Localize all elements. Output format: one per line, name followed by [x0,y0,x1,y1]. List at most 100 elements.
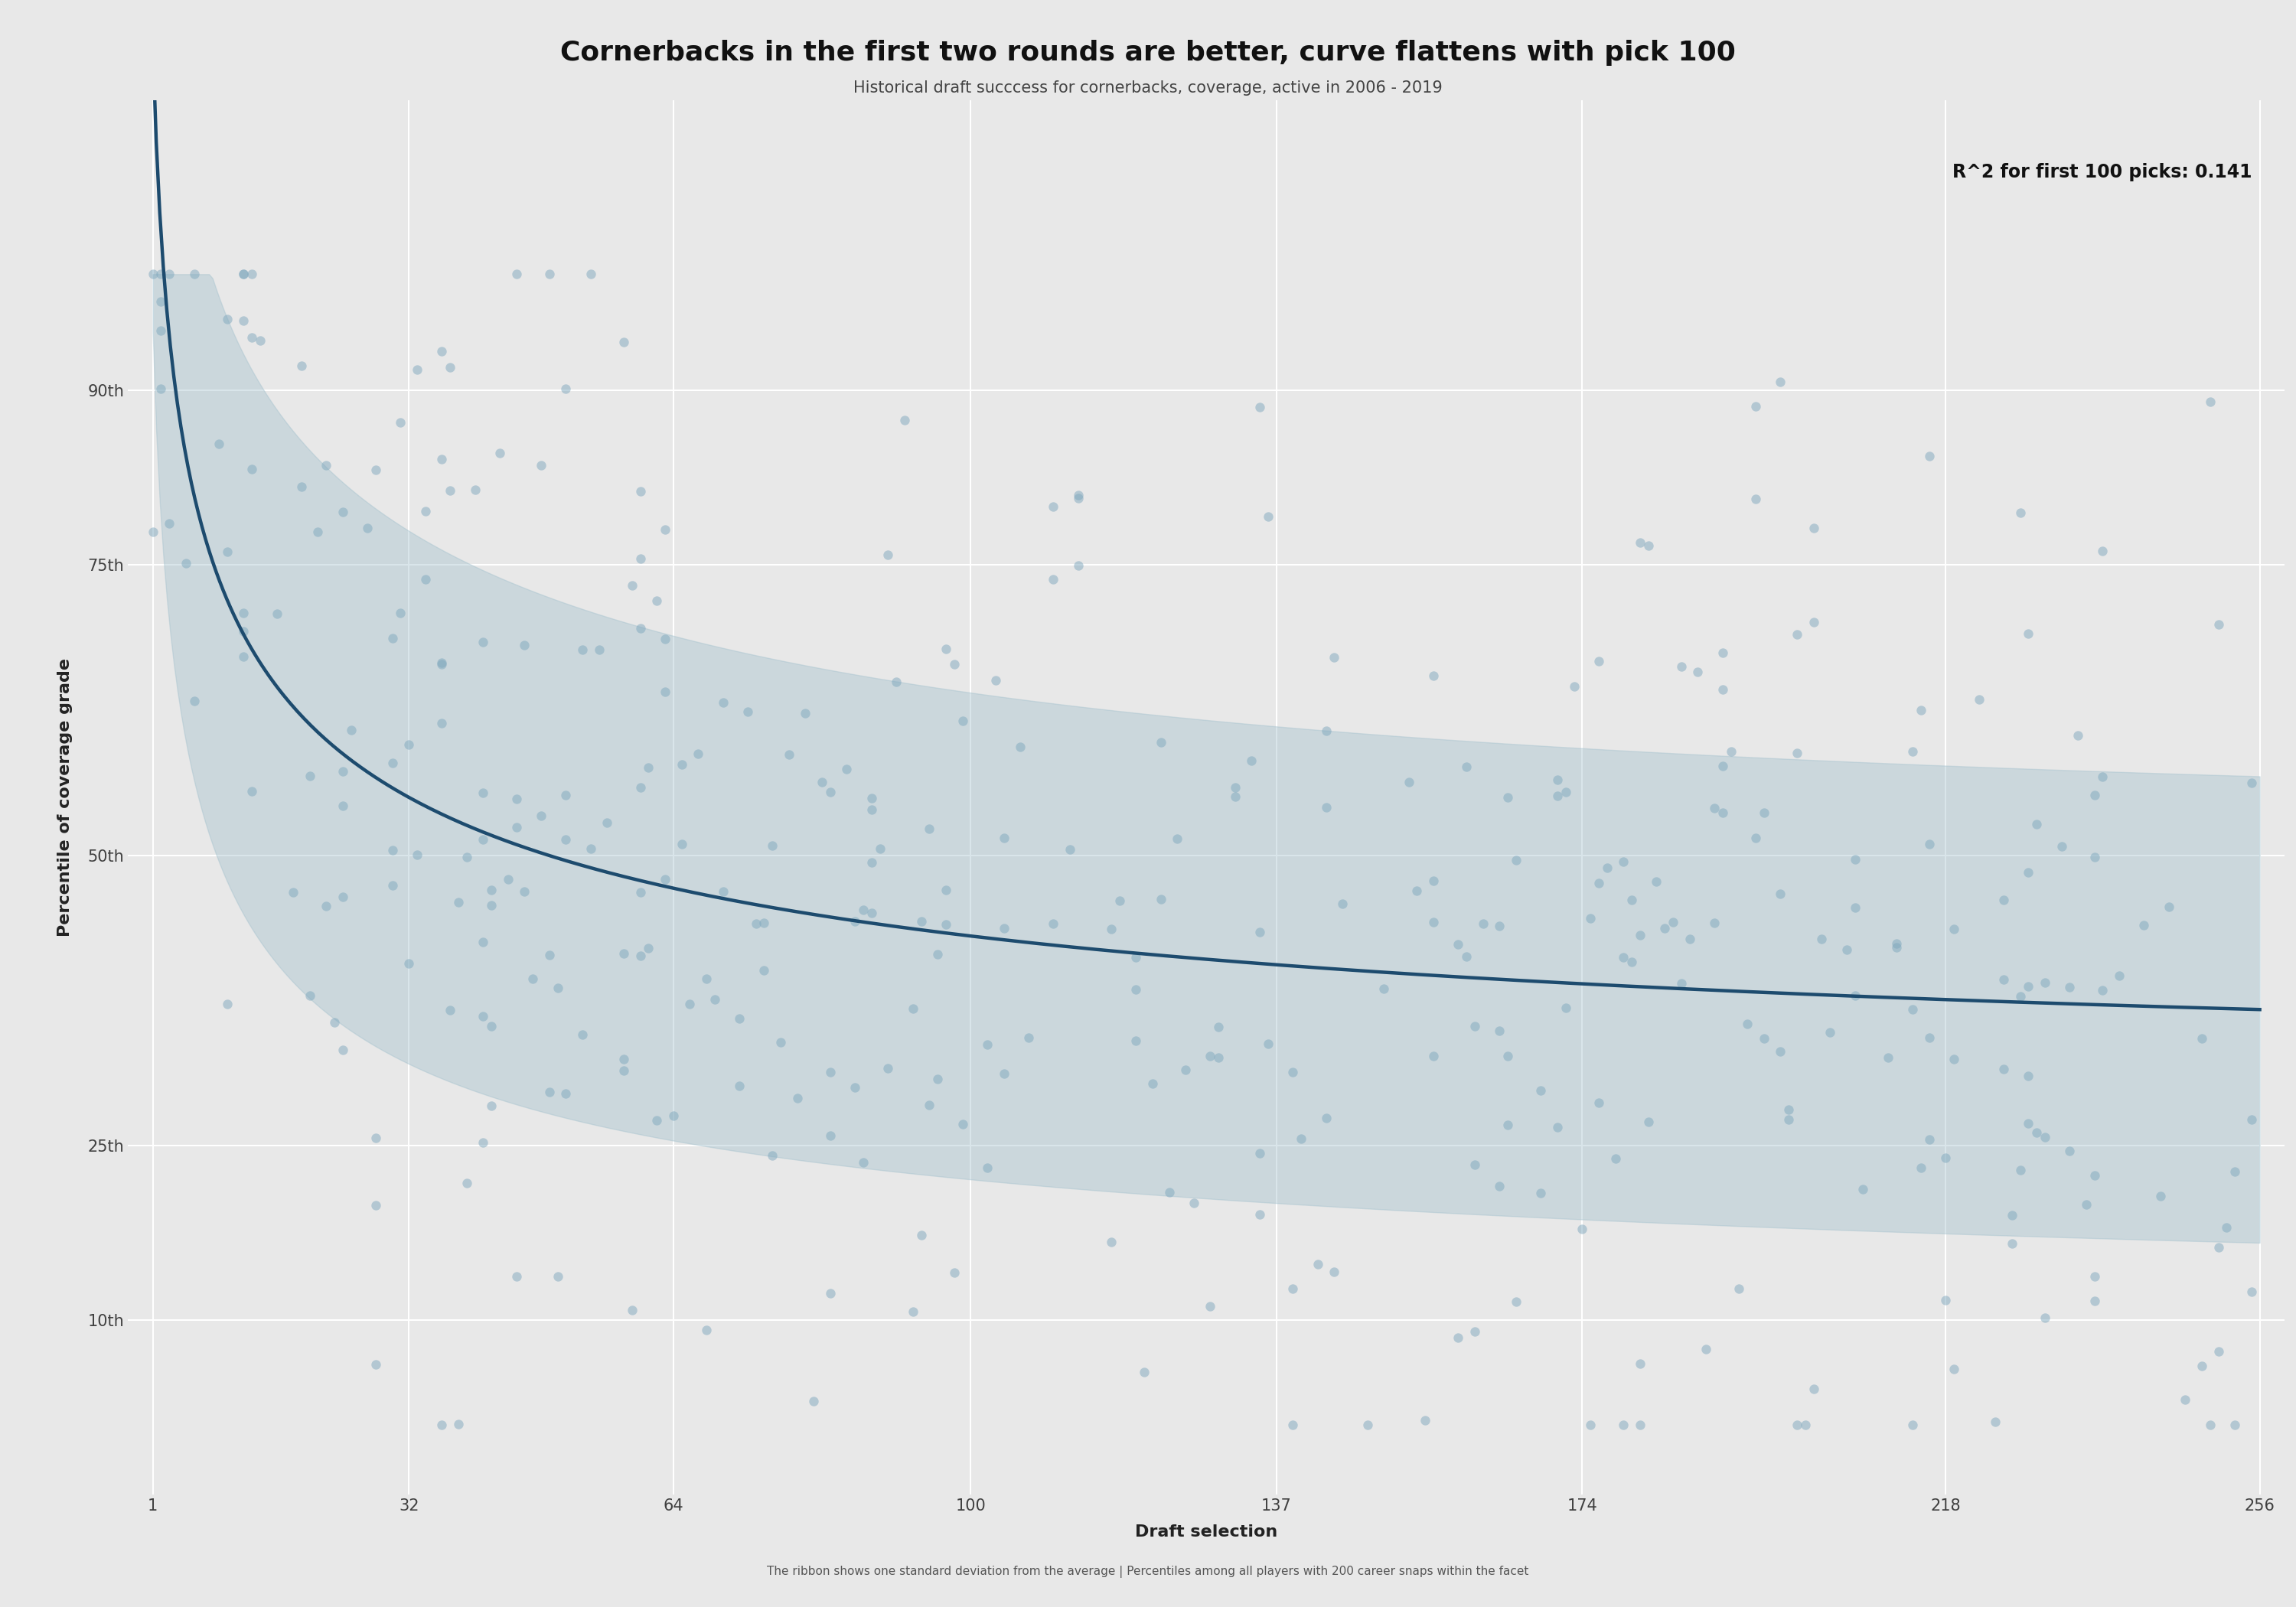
Point [737,911,774,937]
Point [895,1298,932,1324]
Point [1621,922,1658,948]
Point [381,599,418,625]
Point [622,943,659,969]
Point [813,779,850,805]
Point [813,1059,850,1085]
Point [1936,1046,1972,1072]
Point [489,866,526,892]
Point [225,262,262,288]
Point [2142,1183,2179,1208]
Point [135,519,172,545]
Point [813,1123,850,1149]
Point [473,1014,510,1040]
Point [2069,1192,2105,1218]
Point [1795,609,1832,635]
Point [2009,1110,2046,1136]
Point [142,262,179,288]
Point [1309,1106,1345,1131]
Point [381,410,418,435]
Point [1035,566,1072,591]
Point [647,516,684,542]
Point [464,781,501,807]
Point [1176,1191,1212,1216]
Point [1630,1109,1667,1135]
Point [705,879,742,905]
Point [1242,919,1279,945]
Point [854,797,891,823]
Point [1159,826,1196,852]
Point [464,630,501,656]
Point [622,546,659,572]
Point [292,982,328,1008]
Point [441,889,478,914]
Point [1490,1043,1527,1069]
Point [1894,996,1931,1022]
Point [514,966,551,992]
Point [1143,730,1180,755]
Point [1102,887,1139,913]
Point [2076,783,2112,808]
Point [788,701,824,726]
Point [1274,1411,1311,1437]
Point [1300,1252,1336,1278]
Point [1201,1045,1238,1070]
Point [771,742,808,768]
Point [1761,1038,1798,1064]
Point [473,892,510,918]
Point [1614,887,1651,913]
Point [1605,945,1642,971]
X-axis label: Draft selection: Draft selection [1134,1523,1277,1540]
Point [1580,1090,1616,1115]
Point [448,1170,484,1196]
Point [1350,1411,1387,1437]
Point [1605,1411,1642,1437]
Point [1217,784,1254,810]
Point [546,1080,583,1106]
Point [1688,1337,1724,1363]
Point [390,731,427,757]
Point [1391,770,1428,795]
Point [1779,1411,1816,1437]
Point [1720,1276,1756,1302]
Point [902,908,939,934]
Point [482,440,519,466]
Point [308,893,344,919]
Point [778,1085,815,1110]
Point [324,1037,360,1062]
Point [152,511,188,537]
Point [928,877,964,903]
Point [928,636,964,662]
Point [1637,869,1674,895]
Point [1926,1146,1963,1172]
Point [985,826,1022,852]
Point [877,669,914,694]
Point [2002,1157,2039,1183]
Point [2043,832,2080,858]
Point [2076,1163,2112,1189]
Point [647,678,684,704]
Point [1993,1231,2030,1257]
Point [918,1067,955,1093]
Point [142,376,179,402]
Point [689,1318,726,1343]
Point [1878,935,1915,961]
Point [969,1032,1006,1057]
Point [1449,943,1486,969]
Point [1456,1012,1492,1038]
Point [928,911,964,937]
Point [1828,937,1864,963]
Point [1910,444,1947,469]
Text: Cornerbacks in the first two rounds are better, curve flattens with pick 100: Cornerbacks in the first two rounds are … [560,40,1736,66]
Point [1605,848,1642,874]
Point [1538,767,1575,792]
Point [298,519,335,545]
Point [696,987,732,1012]
Point [422,710,459,736]
Point [2234,1279,2271,1305]
Point [1456,1319,1492,1345]
Point [937,1260,974,1286]
Point [282,474,319,500]
Point [349,516,386,542]
Point [1010,1025,1047,1051]
Point [1697,910,1733,935]
